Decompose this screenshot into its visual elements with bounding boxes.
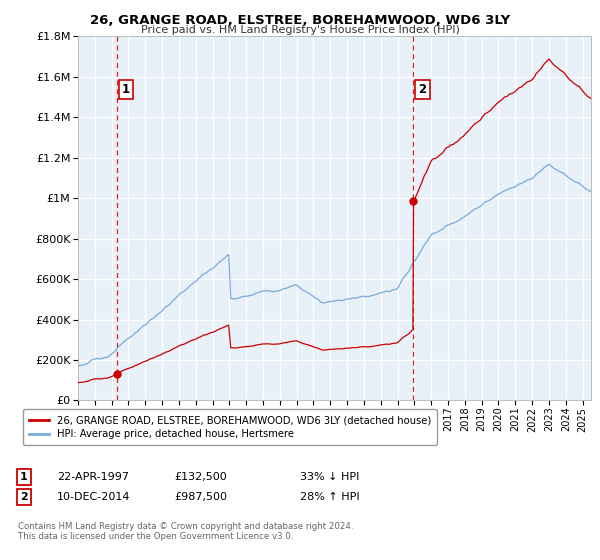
Text: 1: 1 — [122, 83, 130, 96]
Text: 2: 2 — [20, 492, 28, 502]
Text: 26, GRANGE ROAD, ELSTREE, BOREHAMWOOD, WD6 3LY: 26, GRANGE ROAD, ELSTREE, BOREHAMWOOD, W… — [90, 14, 510, 27]
Text: Price paid vs. HM Land Registry's House Price Index (HPI): Price paid vs. HM Land Registry's House … — [140, 25, 460, 35]
Text: £987,500: £987,500 — [174, 492, 227, 502]
Text: £132,500: £132,500 — [174, 472, 227, 482]
Text: 1: 1 — [20, 472, 28, 482]
Legend: 26, GRANGE ROAD, ELSTREE, BOREHAMWOOD, WD6 3LY (detached house), HPI: Average pr: 26, GRANGE ROAD, ELSTREE, BOREHAMWOOD, W… — [23, 409, 437, 445]
Text: 22-APR-1997: 22-APR-1997 — [57, 472, 129, 482]
Text: Contains HM Land Registry data © Crown copyright and database right 2024.
This d: Contains HM Land Registry data © Crown c… — [18, 522, 353, 542]
Text: 2: 2 — [418, 83, 427, 96]
Text: 28% ↑ HPI: 28% ↑ HPI — [300, 492, 359, 502]
Text: 33% ↓ HPI: 33% ↓ HPI — [300, 472, 359, 482]
Text: 10-DEC-2014: 10-DEC-2014 — [57, 492, 131, 502]
